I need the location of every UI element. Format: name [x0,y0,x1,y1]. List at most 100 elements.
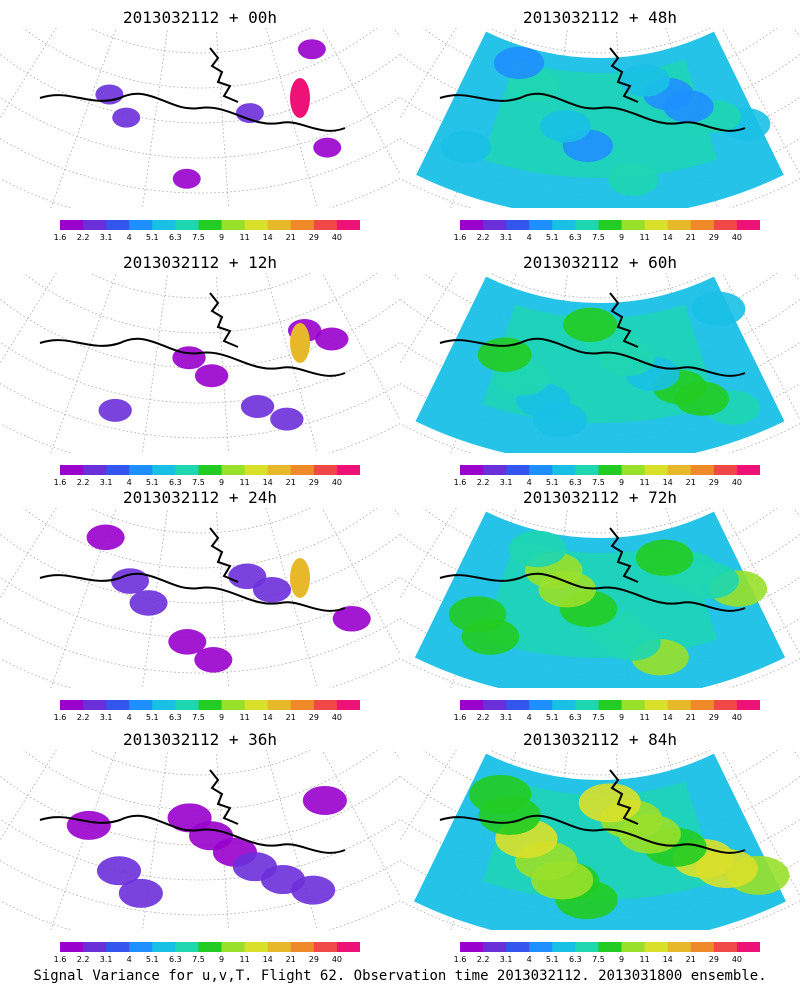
colorbar-swatch [83,700,107,710]
variance-field [228,563,267,590]
colorbar-tick-label: 6.3 [569,478,582,487]
colorbar-swatch [336,942,360,952]
coastline [439,92,746,132]
colorbar-swatch [129,465,153,475]
colorbar-tick-label: 9 [218,713,225,722]
map-panel-24h: 2013032112 + 24h 1.6 2.2 3.1 4 5.1 6.3 7.5 9 11 1… [0,480,400,725]
colorbar-tick-label: 7.5 [592,233,605,242]
map-panel-48h: 2013032112 + 48h 1.6 2.2 3.1 4 5.1 6.3 7.5 9 11 1… [400,0,800,245]
forecast-map [400,750,800,930]
colorbar-tick-label: 11 [639,478,650,487]
colorbar-tick-label: 5.1 [145,713,159,722]
variance-field [663,90,714,123]
variance-field [86,524,125,551]
colorbar-swatch [736,942,760,952]
variance-field [603,624,661,661]
colorbar-swatch [129,942,153,952]
colorbar-tick-label: 7.5 [592,478,605,487]
graticule-latitude [0,576,400,639]
coastline [609,292,639,348]
coastline [609,47,639,103]
coastline [209,769,239,825]
colorbar-swatch [644,942,669,952]
forecast-map [0,28,400,208]
colorbar-tick-label: 5.1 [145,233,159,242]
colorbar-swatch [506,700,530,710]
colorbar-swatch [644,465,669,475]
colorbar-swatch [244,700,269,710]
colorbar-swatch [598,700,623,710]
variance-field [297,39,326,60]
variance-field [461,618,520,655]
graticule-meridian [321,273,400,420]
colorbar-swatch [690,700,715,710]
colorbar-tick-label: 21 [285,955,296,964]
colorbar-tick-label: 5.1 [545,713,559,722]
colorbar-swatch [198,942,223,952]
colorbar-tick-label: 40 [331,955,343,964]
variance-field [98,398,132,422]
graticule-meridian [0,273,57,364]
colorbar-tick-label: 9 [218,955,225,964]
colorbar-swatch [244,942,269,952]
colorbar-swatch [529,942,553,952]
variance-field [235,103,264,124]
colorbar-tick-label: 21 [685,233,696,242]
map-panel-60h: 2013032112 + 60h 1.6 2.2 3.1 4 5.1 6.3 7.5 9 11 1… [400,245,800,490]
colorbar-tick-label: 4 [526,955,532,964]
colorbar-swatch [483,942,507,952]
colorbar-swatch [175,700,199,710]
graticule-latitude [400,96,800,159]
colorbar-swatch [290,465,315,475]
colorbar-tick-label: 3.1 [499,478,513,487]
colorbar-swatch [575,700,599,710]
colorbar-tick-label: 11 [639,955,650,964]
colorbar-swatch [290,700,315,710]
colorbar-tick-label: 2.2 [476,233,490,242]
colorbar-tick-label: 6.3 [569,233,582,242]
colorbar-swatch [529,465,553,475]
colorbar-swatch [60,220,84,230]
colorbar-swatch [313,700,338,710]
colorbar-swatch [106,220,130,230]
coastline [209,292,239,348]
colorbar-tick-label: 1.6 [453,478,467,487]
forecast-map [0,273,400,453]
colorbar-swatch [736,220,760,230]
variance-field [112,107,141,128]
colorbar-swatch [713,700,738,710]
colorbar-swatch [267,220,292,230]
colorbar-tick-label: 29 [308,233,319,242]
variance-field [111,568,150,594]
graticule-latitude [0,818,400,881]
variance-field [96,856,142,886]
colorbar [60,220,360,230]
variance-field [118,878,163,908]
colorbar-swatch [552,220,576,230]
graticule-meridian [50,750,117,930]
colorbar-tick-label: 29 [308,955,319,964]
colorbar-swatch [483,700,507,710]
coastline [439,572,746,612]
colorbar-swatch [598,942,623,952]
variance-field [167,803,212,833]
variance-field [619,64,670,97]
colorbar-swatch [667,942,692,952]
colorbar-swatch [483,465,507,475]
colorbar [60,465,360,475]
graticule-meridian [0,508,57,599]
variance-field [172,346,206,370]
variance-field [232,852,278,882]
variance-hotspot [290,323,310,363]
colorbar-tick-label: 11 [239,955,250,964]
variance-field [66,810,111,840]
colorbar-swatch [129,220,153,230]
coastline [609,769,639,825]
colorbar-tick-label: 29 [308,713,319,722]
colorbar-tick-label: 40 [731,478,743,487]
colorbar-tick-label: 1.6 [53,478,67,487]
graticule-latitude [0,53,400,124]
colorbar-swatch [244,465,269,475]
variance-field [675,381,729,416]
colorbar [60,700,360,710]
